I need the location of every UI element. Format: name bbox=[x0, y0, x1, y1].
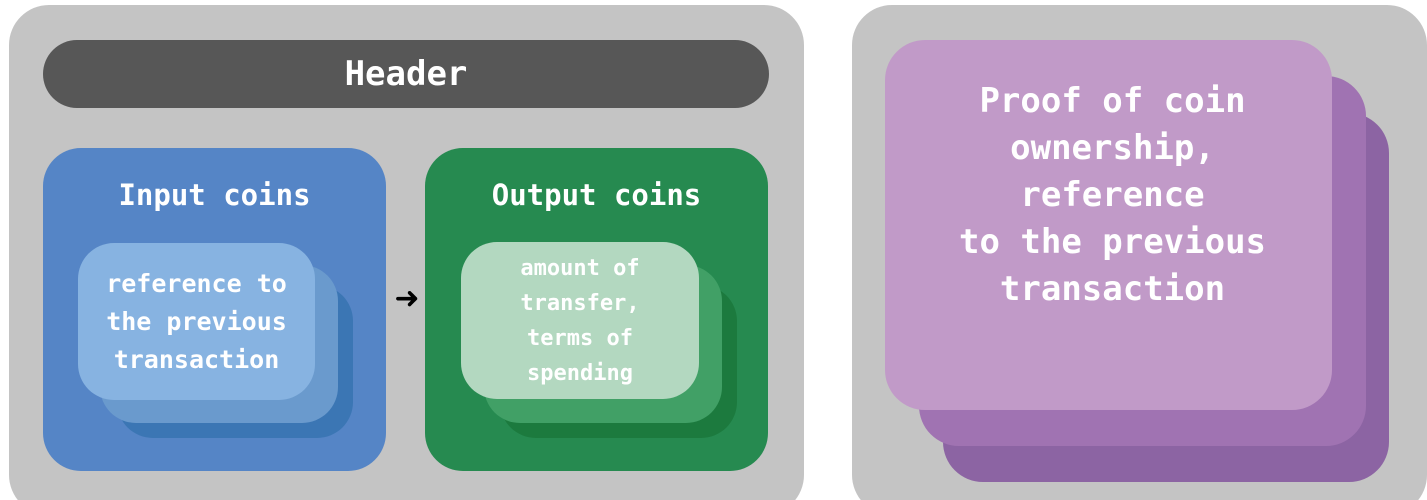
input-card-line: transaction bbox=[113, 344, 280, 374]
output-card-front bbox=[461, 242, 699, 399]
input-coins-title: Input coins bbox=[118, 178, 311, 212]
proof-card-line: ownership, bbox=[1010, 127, 1215, 168]
proof-card-line: Proof of coin bbox=[979, 80, 1246, 121]
proof-card-line: to the previous bbox=[958, 221, 1267, 262]
proof-card-line: reference bbox=[1020, 174, 1205, 215]
input-card-front bbox=[78, 243, 315, 400]
output-card-line: transfer, bbox=[520, 290, 640, 316]
input-card-line: the previous bbox=[106, 306, 287, 336]
input-card-line: reference to bbox=[106, 268, 287, 298]
proof-card-line: transaction bbox=[999, 268, 1226, 309]
output-card-line: spending bbox=[527, 360, 633, 386]
output-card-text: amount of transfer, terms of spending bbox=[461, 242, 699, 399]
output-coins-title: Output coins bbox=[491, 178, 702, 212]
proof-card-front bbox=[885, 40, 1332, 410]
arrow-right-icon: ➜ bbox=[394, 280, 420, 316]
header-bar: Header bbox=[43, 40, 769, 108]
proof-card-text: Proof of coin ownership, reference to th… bbox=[885, 40, 1340, 350]
output-card-line: amount of bbox=[520, 255, 640, 281]
output-card-line: terms of bbox=[527, 325, 633, 351]
input-card-text: reference to the previous transaction bbox=[78, 243, 315, 400]
